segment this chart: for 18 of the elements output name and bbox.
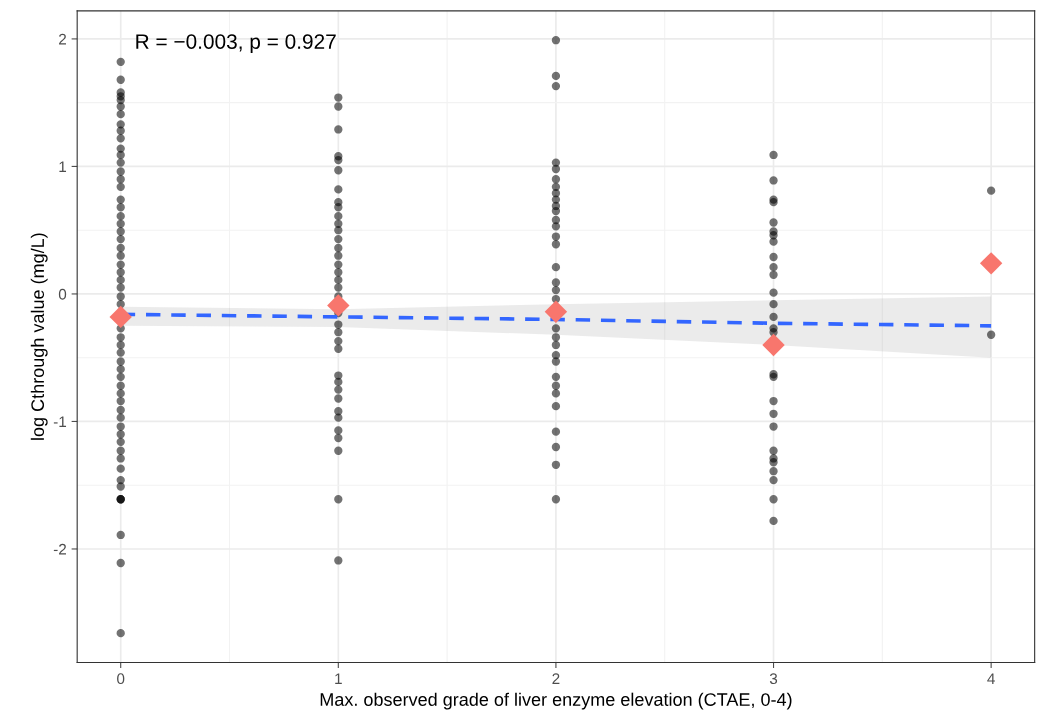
x-tick-label: 3: [769, 673, 778, 685]
point: [327, 294, 350, 317]
x-tick-label: 4: [987, 673, 995, 684]
point: [762, 333, 785, 357]
y-axis-title: log Cthrough value (mg/L): [30, 233, 48, 440]
y-tick-label: -2: [53, 543, 66, 555]
x-tick-label: 1: [335, 673, 342, 684]
annotation: R = −0.003, p = 0.927: [136, 34, 336, 54]
y-tick-label: 0: [58, 288, 67, 300]
x-tick-label: 2: [552, 673, 560, 684]
y-tick-label: -1: [53, 416, 67, 427]
point: [979, 252, 1003, 275]
point: [544, 300, 568, 323]
x-tick-label: 0: [117, 673, 125, 685]
y-tick-label: 2: [59, 33, 66, 45]
y-tick-label: 1: [59, 161, 67, 172]
point: [109, 305, 132, 329]
x-axis-title: Max. observed grade of liver enzyme elevation (CTAE, 0-4): [320, 692, 792, 710]
